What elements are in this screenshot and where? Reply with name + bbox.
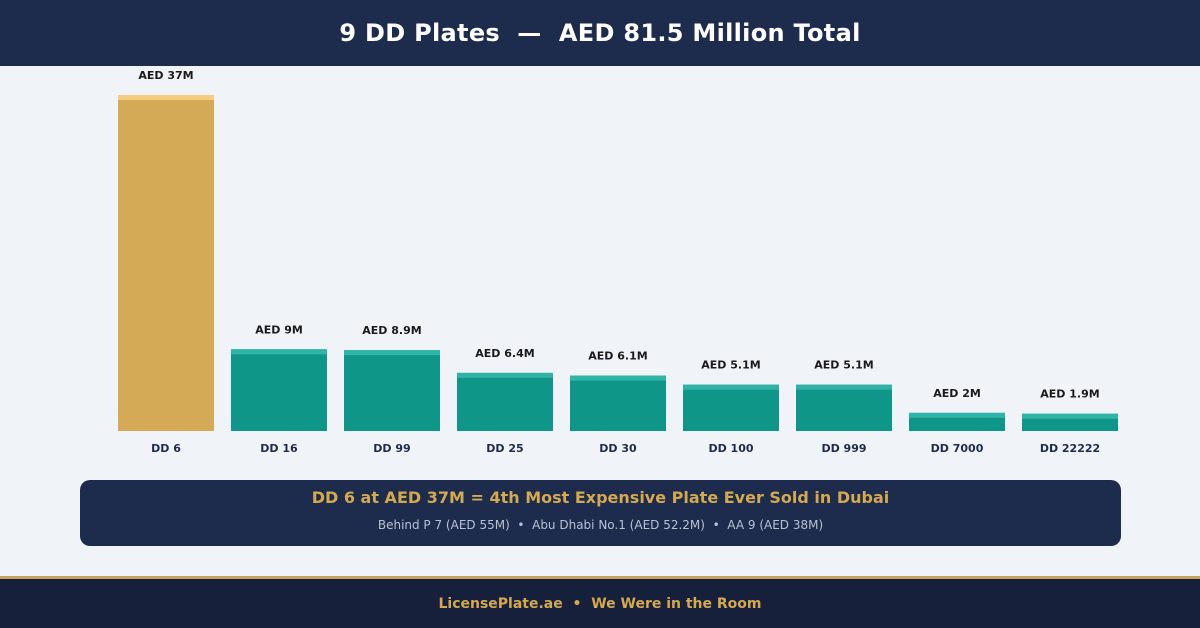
category-tick-label: DD 6 — [151, 442, 181, 455]
value-label: AED 5.1M — [701, 359, 760, 372]
category-tick-label: DD 99 — [373, 442, 410, 455]
header-banner: 9 DD Plates — AED 81.5 Million Total — [0, 0, 1200, 66]
category-tick-label: DD 25 — [486, 442, 523, 455]
bar-dd-25 — [457, 372, 553, 431]
footer-divider — [0, 576, 1200, 579]
bar-cap — [796, 384, 892, 390]
value-label: AED 37M — [138, 69, 193, 82]
category-tick-label: DD 7000 — [931, 442, 984, 455]
bar-dd-16 — [231, 349, 327, 431]
bar-cap — [231, 349, 327, 355]
bar-cap — [683, 384, 779, 390]
highlight-callout: DD 6 at AED 37M = 4th Most Expensive Pla… — [80, 480, 1121, 546]
bar-cap — [118, 95, 214, 100]
callout-subtext: Behind P 7 (AED 55M) • Abu Dhabi No.1 (A… — [377, 518, 824, 532]
bar-cap — [909, 412, 1005, 418]
value-label: AED 9M — [255, 323, 303, 336]
category-tick-label: DD 100 — [708, 442, 753, 455]
callout-headline: DD 6 at AED 37M = 4th Most Expensive Pla… — [311, 488, 890, 507]
category-tick-label: DD 999 — [821, 442, 866, 455]
bar-dd-99 — [344, 350, 440, 431]
bar-dd-30 — [570, 375, 666, 431]
bar-dd-100 — [683, 384, 779, 431]
bar-cap — [457, 372, 553, 378]
bar-cap — [344, 350, 440, 356]
category-tick-label: DD 16 — [260, 442, 298, 455]
bar-chart: AED 37M DD 6 AED 9M DD 16 AED 8.9M DD 99 AED 6… — [118, 69, 1118, 455]
category-tick-label: DD 30 — [599, 442, 637, 455]
category-tick-label: DD 22222 — [1040, 442, 1100, 455]
bar-cap — [570, 375, 666, 381]
bar-dd-6 — [118, 95, 214, 431]
value-label: AED 6.1M — [588, 350, 647, 363]
value-label: AED 5.1M — [814, 359, 873, 372]
bar-dd-999 — [796, 384, 892, 431]
bar-cap — [1022, 413, 1118, 419]
value-label: AED 6.4M — [475, 347, 534, 360]
footer-tagline: LicensePlate.ae • We Were in the Room — [438, 595, 762, 612]
chart-title: 9 DD Plates — AED 81.5 Million Total — [339, 19, 861, 47]
footer-bar: LicensePlate.ae • We Were in the Room — [0, 579, 1200, 628]
value-label: AED 2M — [933, 387, 981, 400]
value-label: AED 1.9M — [1040, 388, 1099, 401]
value-label: AED 8.9M — [362, 324, 421, 337]
